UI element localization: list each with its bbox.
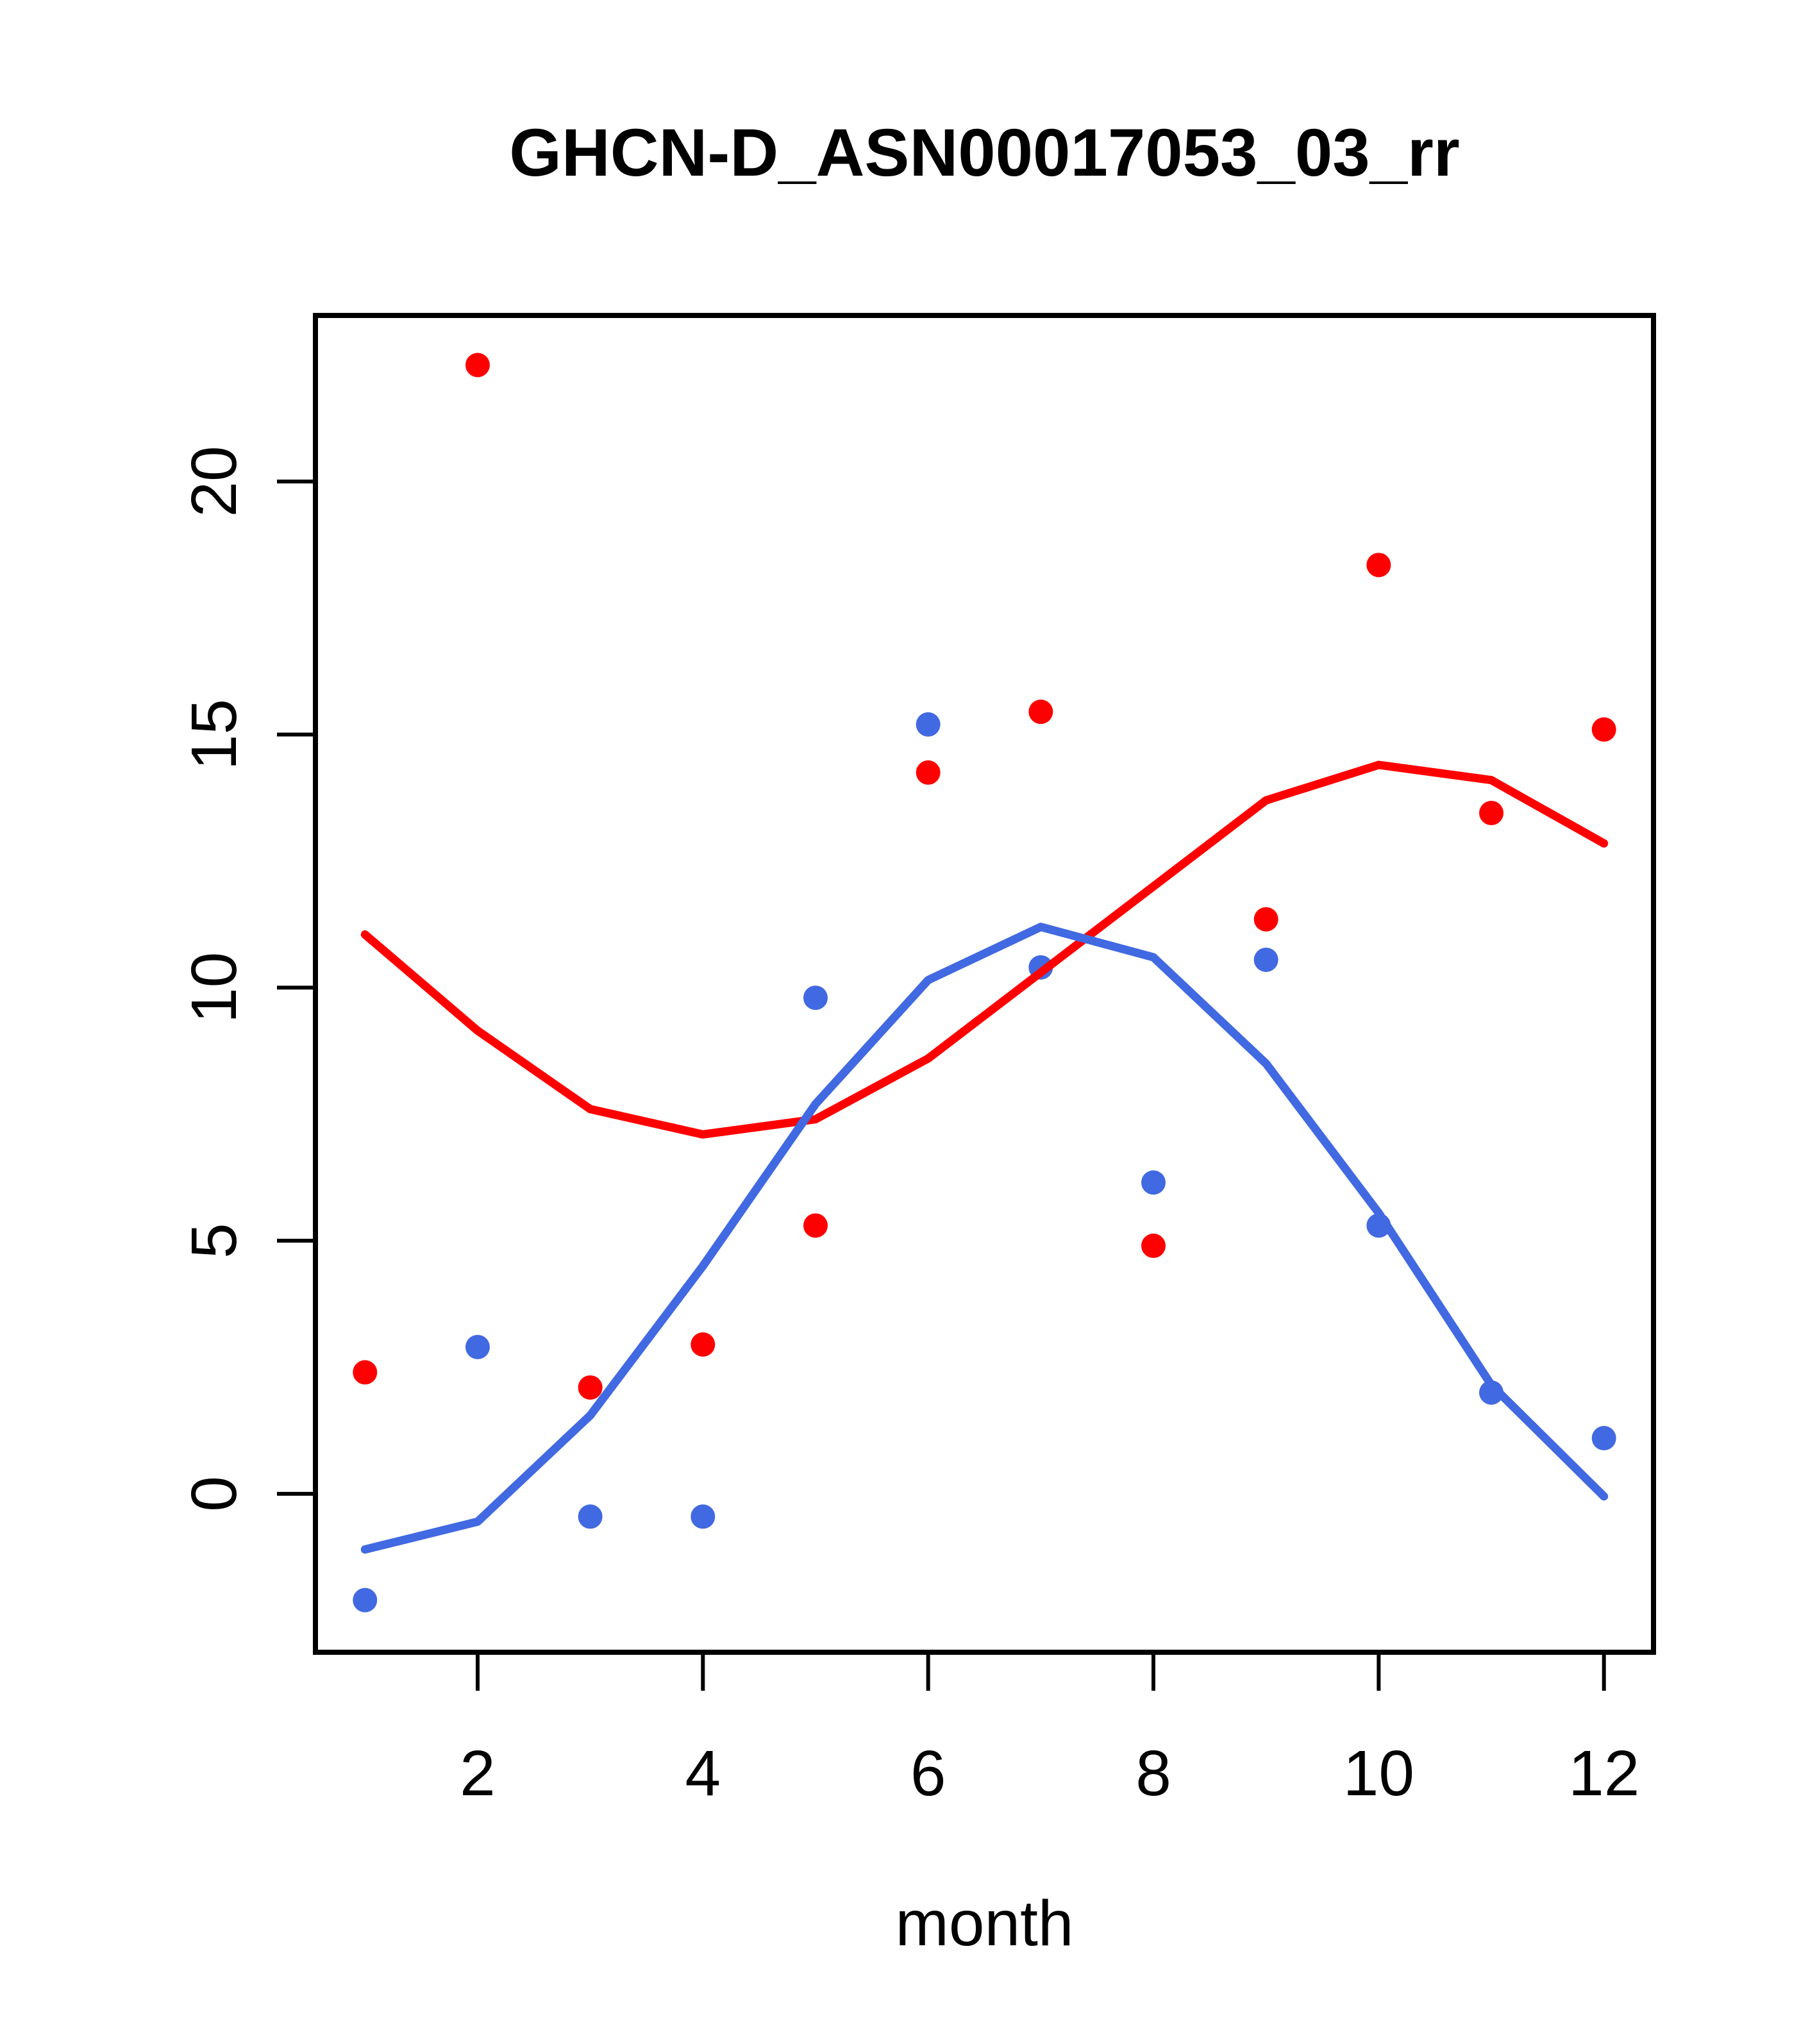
red-smooth-line bbox=[360, 760, 1609, 1139]
x-axis-label: month bbox=[895, 1888, 1074, 1959]
data-point bbox=[916, 760, 941, 785]
data-point bbox=[1591, 717, 1616, 742]
data-point bbox=[1141, 1170, 1166, 1195]
y-tick-label: 5 bbox=[178, 1223, 250, 1259]
data-point bbox=[578, 1375, 603, 1400]
data-point bbox=[803, 985, 828, 1010]
blue-smooth-line bbox=[360, 923, 1609, 1554]
x-tick-label: 2 bbox=[460, 1738, 496, 1809]
trend-line bbox=[360, 760, 1609, 1139]
red-points bbox=[353, 353, 1616, 1400]
data-point bbox=[1253, 948, 1278, 972]
data-point bbox=[1141, 1234, 1166, 1259]
data-point bbox=[1028, 699, 1053, 725]
y-tick-label: 20 bbox=[178, 446, 250, 517]
x-tick-label: 4 bbox=[685, 1738, 721, 1809]
data-point bbox=[1253, 907, 1278, 932]
data-point bbox=[353, 1587, 378, 1613]
data-point bbox=[578, 1504, 603, 1529]
plot-box bbox=[313, 313, 1656, 1655]
data-point bbox=[691, 1332, 716, 1357]
x-tick-label: 8 bbox=[1135, 1738, 1171, 1809]
data-point bbox=[803, 1213, 828, 1238]
data-point bbox=[691, 1504, 716, 1529]
data-point bbox=[353, 1360, 378, 1385]
data-point bbox=[465, 1334, 490, 1359]
y-tick-label: 10 bbox=[178, 952, 250, 1023]
data-point bbox=[916, 712, 941, 737]
y-tick-label: 15 bbox=[178, 699, 250, 770]
x-tick-label: 10 bbox=[1343, 1738, 1414, 1809]
y-axis-ticks: 0 5 10 15 20 bbox=[178, 446, 315, 1512]
data-point bbox=[465, 353, 490, 378]
blue-points bbox=[353, 712, 1616, 1613]
chart-title: GHCN-D_ASN00017053_03_rr bbox=[509, 115, 1460, 190]
x-tick-label: 6 bbox=[910, 1738, 946, 1809]
trend-line bbox=[360, 923, 1609, 1554]
data-point bbox=[1366, 553, 1391, 578]
x-axis-ticks: 2 4 6 8 10 12 bbox=[460, 1652, 1639, 1809]
data-point bbox=[1479, 801, 1504, 826]
data-point bbox=[1591, 1426, 1616, 1451]
x-tick-label: 12 bbox=[1568, 1738, 1639, 1809]
y-tick-label: 0 bbox=[178, 1476, 250, 1512]
